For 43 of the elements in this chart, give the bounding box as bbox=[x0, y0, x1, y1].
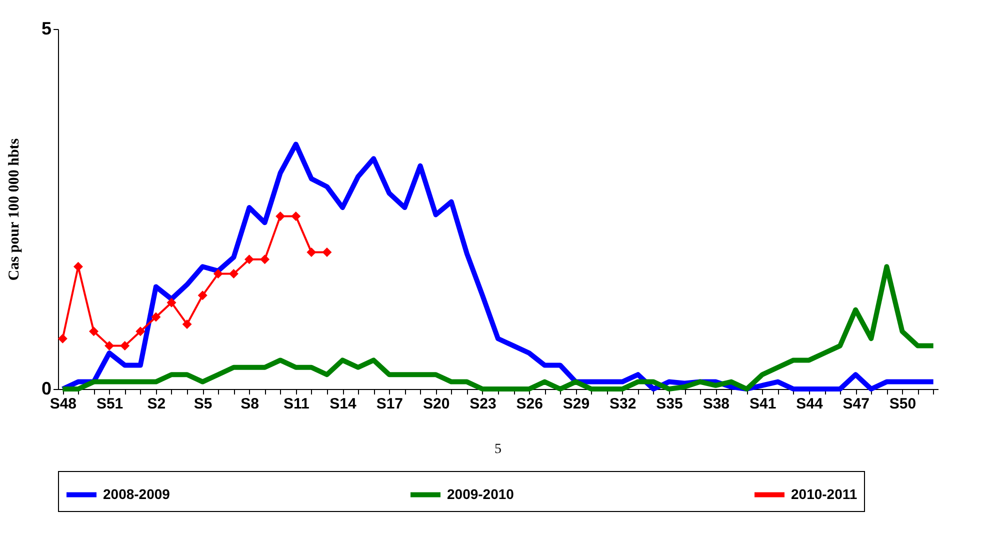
x-tick-label: S50 bbox=[889, 396, 916, 412]
point bbox=[213, 269, 223, 279]
point bbox=[89, 326, 99, 336]
x-tick-label: S32 bbox=[610, 396, 636, 412]
y-tick-label: 0 bbox=[41, 378, 52, 398]
x-tick-label: S11 bbox=[283, 396, 310, 412]
point bbox=[182, 319, 192, 329]
legend-label: 2009-2010 bbox=[447, 486, 514, 502]
point bbox=[58, 334, 68, 344]
point bbox=[291, 211, 301, 221]
x-tick-label: S29 bbox=[562, 396, 590, 412]
point bbox=[198, 290, 208, 300]
x-tick-label: S17 bbox=[376, 396, 404, 412]
x-tick-label: S38 bbox=[702, 396, 730, 412]
point bbox=[228, 269, 238, 279]
point bbox=[260, 254, 270, 264]
x-tick-label: S44 bbox=[796, 396, 824, 412]
x-tick-label: S5 bbox=[194, 396, 212, 412]
x-tick-label: S2 bbox=[147, 396, 166, 412]
x-tick-label: S35 bbox=[656, 396, 683, 412]
x-tick-label: S51 bbox=[96, 396, 124, 412]
x-tick-label: S48 bbox=[50, 396, 77, 412]
legend-label: 2008-2009 bbox=[103, 486, 170, 502]
point bbox=[322, 247, 332, 257]
x-tick-label: S20 bbox=[422, 396, 450, 412]
x-tick-label: S26 bbox=[516, 396, 543, 412]
x-tick-label: S14 bbox=[330, 396, 358, 412]
text: 5 bbox=[494, 442, 502, 457]
point bbox=[120, 341, 130, 351]
point bbox=[306, 247, 316, 257]
point bbox=[166, 298, 176, 308]
point bbox=[276, 211, 286, 221]
point bbox=[244, 254, 254, 264]
x-tick-label: S8 bbox=[240, 396, 259, 412]
point bbox=[73, 262, 83, 272]
x-tick-label: S41 bbox=[749, 396, 776, 412]
x-tick-label: S23 bbox=[470, 396, 496, 412]
legend-label: 2010-2011 bbox=[791, 486, 858, 502]
point bbox=[136, 326, 146, 336]
point bbox=[151, 312, 161, 322]
x-tick-label: S47 bbox=[842, 396, 870, 412]
point bbox=[104, 341, 114, 351]
y-axis-title: Cas pour 100 000 hbts bbox=[6, 138, 22, 281]
